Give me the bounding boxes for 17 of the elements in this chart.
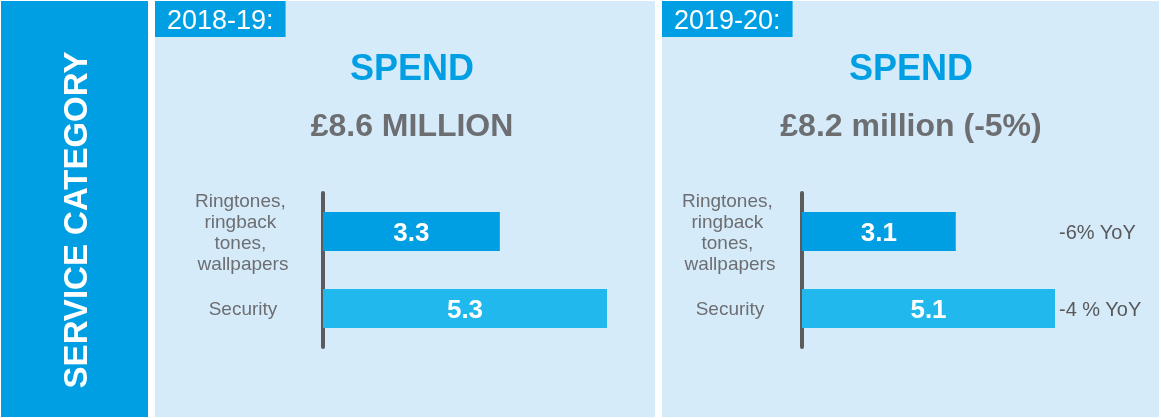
chart-subtitle: £8.2 million (-5%)	[780, 107, 1042, 143]
data-label: 3.1	[860, 216, 897, 247]
text: 2019-20:	[674, 4, 781, 35]
text: -6% YoY	[1059, 220, 1136, 243]
text: -4 % YoY	[1059, 297, 1142, 320]
data-label: 5.3	[446, 293, 484, 324]
y-axis-title: SERVICE CATEGORY	[56, 51, 94, 389]
data-label: 5.1	[910, 293, 947, 324]
data-label: 3.3	[393, 216, 430, 247]
y-tick-label: Ringtones, ringback tones, wallpapers	[681, 189, 779, 274]
y-tick-label: Security	[695, 298, 765, 319]
y-tick-label: Security	[208, 298, 278, 319]
chart-title: SPEND	[349, 46, 475, 88]
chart-title: SPEND	[848, 46, 974, 88]
y-tick-label: Ringtones, ringback tones, wallpapers	[194, 189, 292, 274]
chart-subtitle: £8.6 MILLION	[310, 107, 514, 143]
text: 2018-19:	[167, 4, 274, 35]
